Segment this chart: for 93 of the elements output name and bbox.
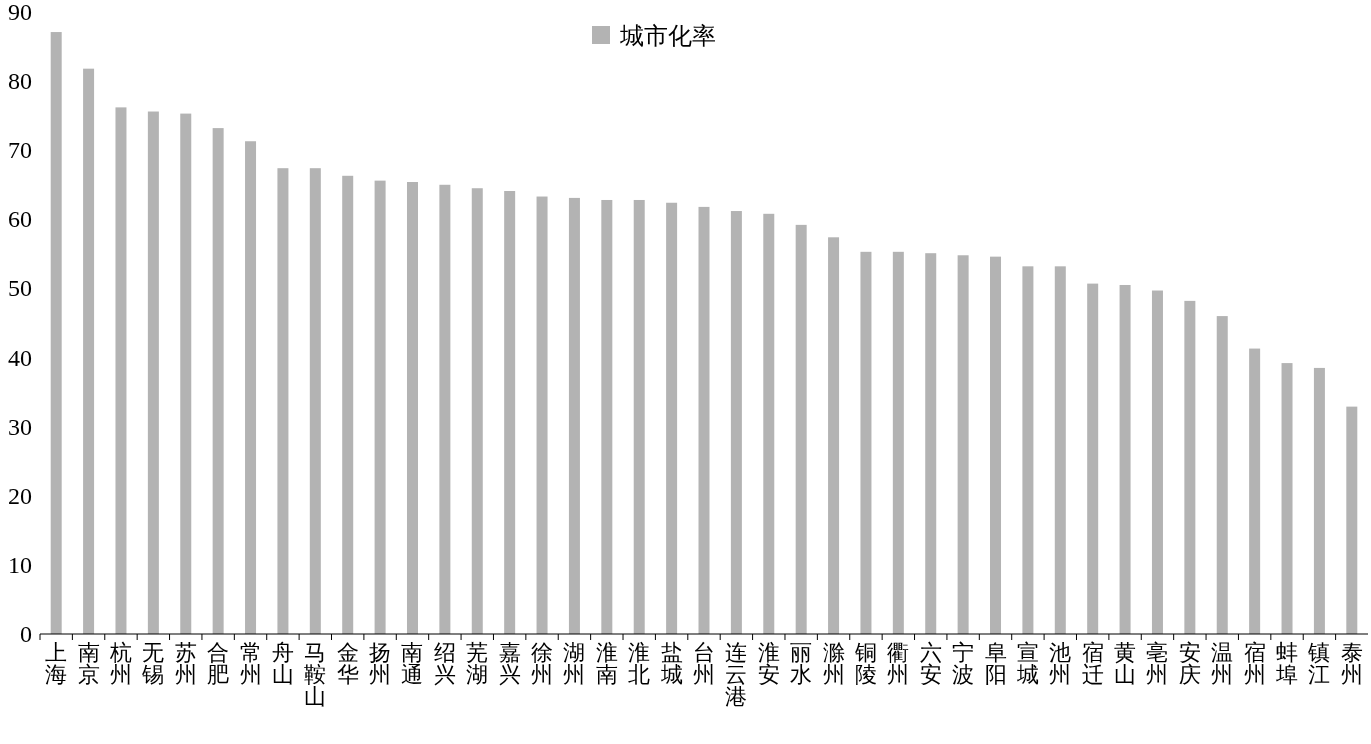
y-tick-label: 20 [8,482,32,509]
bar [147,111,159,634]
x-tick-label: 嘉兴 [498,640,521,687]
bar [957,255,969,634]
bar [1022,266,1034,634]
x-tick-label: 连云港 [725,640,748,709]
bar [1087,283,1099,634]
bar [1346,406,1358,634]
bar [1151,290,1163,634]
bar [698,206,710,634]
bar [925,253,937,634]
y-tick-label: 60 [8,206,32,233]
bar [860,251,872,634]
x-tick-label: 六安 [919,640,942,687]
bar [568,197,580,634]
x-tick-label: 绍兴 [433,640,456,687]
x-tick-label: 金华 [336,640,359,687]
x-tick-label: 淮安 [757,640,780,687]
bar [212,128,224,634]
bar [536,196,548,634]
bar [795,224,807,634]
bar [406,182,418,634]
bar [730,211,742,634]
bar [763,213,775,634]
bar [1184,300,1196,634]
x-tick-label: 苏州 [174,640,197,687]
bar [439,184,451,634]
x-tick-label: 南京 [77,640,100,687]
bar [277,168,289,634]
bar [1249,348,1261,634]
y-tick-label: 10 [8,551,32,578]
bar [633,199,645,634]
y-tick-label: 50 [8,275,32,302]
x-tick-label: 舟山 [271,640,294,687]
x-tick-label: 杭州 [108,640,132,687]
x-tick-label: 铜陵 [853,640,877,687]
x-tick-label: 合肥 [207,640,230,687]
x-tick-label: 安庆 [1178,640,1201,687]
bar [374,180,386,634]
bar [666,202,678,634]
bar [115,107,127,634]
bar [83,68,95,634]
bar [1054,266,1066,634]
x-tick-label: 台州 [693,640,715,687]
x-tick-label: 常州 [239,640,262,687]
y-tick-label: 40 [8,344,32,371]
x-tick-label: 滁州 [822,640,845,687]
bar [504,191,516,634]
bar [50,32,62,634]
legend-label: 城市化率 [619,23,716,49]
bar [990,256,1002,634]
y-tick-label: 70 [8,137,32,164]
y-tick-label: 90 [8,0,32,25]
x-tick-label: 湖州 [563,640,586,687]
x-tick-label: 上海 [45,640,68,687]
bar [471,188,483,634]
x-tick-label: 黄山 [1114,640,1137,687]
x-tick-label: 亳州 [1146,640,1169,687]
x-tick-label: 无锡 [141,640,165,687]
x-tick-label: 泰州 [1340,640,1363,687]
bar [245,141,257,634]
bar [1281,363,1293,634]
x-tick-label: 宁波 [952,640,975,687]
bar [1119,284,1131,634]
y-tick-label: 30 [8,413,32,440]
x-tick-label: 马鞍山 [304,640,327,709]
bar [601,199,613,634]
bar [1313,367,1325,634]
x-tick-label: 宿迁 [1081,640,1104,687]
x-tick-label: 阜阳 [984,640,1007,687]
x-tick-label: 丽水 [790,640,813,687]
bar [892,251,904,634]
bar [342,175,354,634]
bar [828,237,840,634]
x-tick-label: 衢州 [887,640,910,687]
y-tick-label: 80 [8,68,32,95]
x-tick-label: 宿州 [1243,640,1266,687]
x-tick-label: 池州 [1049,640,1072,687]
x-tick-label: 徐州 [531,640,554,687]
x-tick-label: 镇江 [1307,640,1331,687]
bar [180,113,192,634]
x-tick-label: 淮北 [628,640,651,687]
x-tick-label: 蚌埠 [1275,640,1299,687]
x-tick-label: 芜湖 [466,640,489,687]
bar [309,168,321,634]
x-tick-label: 淮南 [595,640,618,687]
x-tick-label: 温州 [1211,640,1234,687]
x-tick-label: 宣城 [1015,640,1039,687]
x-tick-label: 南通 [401,640,424,687]
x-tick-label: 盐城 [659,640,683,687]
y-tick-label: 0 [20,621,32,647]
bar [1216,316,1228,634]
x-tick-label: 扬州 [369,640,392,687]
